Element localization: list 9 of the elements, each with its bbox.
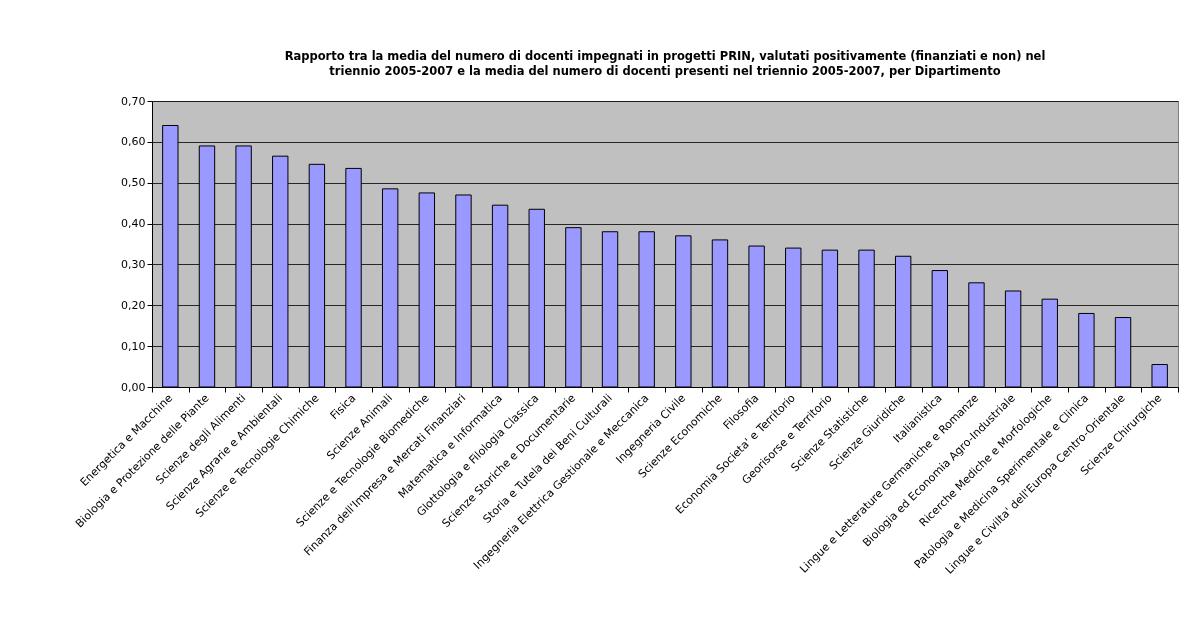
chart-title: Rapporto tra la media del numero di docenti impegnati in progetti PRIN, valutati positivamente (finanziati e non) nel triennio 2005-2007 e la media del numero di docenti presenti nel triennio 2005-2007, per Dipartimento xyxy=(284,48,1046,78)
y-tick-label: 0,70 xyxy=(121,94,146,108)
y-tick-label: 0,20 xyxy=(121,298,146,312)
y-tick-label: 0,50 xyxy=(121,176,146,190)
y-tick-label: 0,00 xyxy=(121,380,146,394)
y-tick-label: 0,40 xyxy=(121,217,146,231)
y-tick-label: 0,60 xyxy=(121,135,146,149)
y-tick-label: 0,30 xyxy=(121,257,146,271)
y-tick-label: 0,10 xyxy=(121,339,146,353)
